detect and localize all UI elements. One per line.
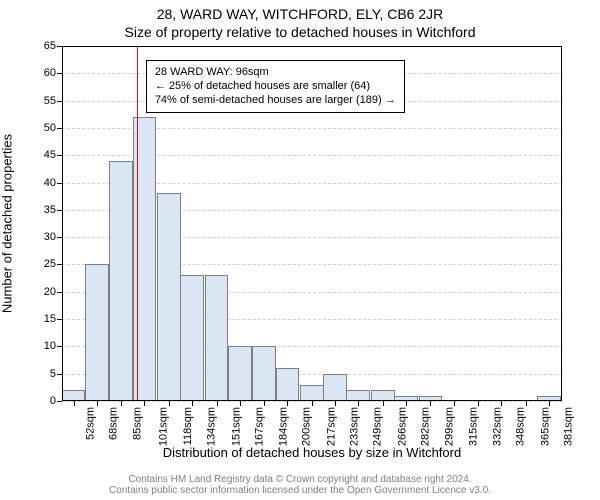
- footer-line-1: Contains HM Land Registry data © Crown c…: [0, 474, 600, 485]
- x-tick-label: 249sqm: [372, 407, 384, 446]
- x-tick-mark: [144, 401, 145, 406]
- x-axis-label: Distribution of detached houses by size …: [62, 445, 562, 460]
- x-tick-label: 299sqm: [444, 407, 456, 446]
- x-tick-label: 332sqm: [492, 407, 504, 446]
- y-tick-label: 55: [22, 95, 56, 107]
- x-tick-label: 381sqm: [563, 407, 575, 446]
- x-tick-label: 52sqm: [84, 407, 96, 440]
- plot-border: [62, 46, 562, 401]
- x-tick-mark: [526, 401, 527, 406]
- y-tick-label: 30: [22, 231, 56, 243]
- x-tick-mark: [287, 401, 288, 406]
- footer-line-2: Contains public sector information licen…: [0, 485, 600, 496]
- x-tick-label: 68sqm: [107, 407, 119, 440]
- x-tick-label: 348sqm: [515, 407, 527, 446]
- y-tick-label: 40: [22, 177, 56, 189]
- y-tick-label: 65: [22, 40, 56, 52]
- x-tick-label: 365sqm: [539, 407, 551, 446]
- y-tick-label: 5: [22, 368, 56, 380]
- plot-area: Number of detached properties Distributi…: [62, 46, 562, 401]
- y-tick-label: 45: [22, 149, 56, 161]
- address-title: 28, WARD WAY, WITCHFORD, ELY, CB6 2JR: [0, 6, 600, 22]
- subtitle: Size of property relative to detached ho…: [0, 24, 600, 40]
- x-tick-mark: [430, 401, 431, 406]
- x-tick-label: 118sqm: [182, 407, 194, 445]
- x-tick-mark: [169, 401, 170, 406]
- x-tick-mark: [454, 401, 455, 406]
- chart-figure: 28, WARD WAY, WITCHFORD, ELY, CB6 2JR Si…: [0, 0, 600, 500]
- x-tick-label: 282sqm: [419, 407, 431, 446]
- x-tick-mark: [501, 401, 502, 406]
- x-tick-label: 315sqm: [467, 407, 479, 446]
- x-tick-mark: [358, 401, 359, 406]
- x-tick-mark: [406, 401, 407, 406]
- x-tick-mark: [549, 401, 550, 406]
- x-tick-mark: [97, 401, 98, 406]
- x-tick-label: 217sqm: [326, 407, 338, 446]
- y-tick-label: 10: [22, 340, 56, 352]
- x-tick-mark: [74, 401, 75, 406]
- y-tick-label: 0: [22, 395, 56, 407]
- x-tick-mark: [264, 401, 265, 406]
- y-tick-label: 60: [22, 67, 56, 79]
- x-tick-label: 101sqm: [158, 407, 170, 446]
- y-tick-label: 20: [22, 286, 56, 298]
- x-tick-mark: [121, 401, 122, 406]
- y-tick-mark: [57, 401, 62, 402]
- x-tick-mark: [240, 401, 241, 406]
- y-tick-label: 15: [22, 313, 56, 325]
- x-tick-label: 151sqm: [230, 407, 242, 446]
- footer-attribution: Contains HM Land Registry data © Crown c…: [0, 474, 600, 496]
- x-tick-label: 233sqm: [349, 407, 361, 446]
- x-tick-mark: [192, 401, 193, 406]
- x-tick-mark: [478, 401, 479, 406]
- x-tick-mark: [335, 401, 336, 406]
- x-tick-mark: [312, 401, 313, 406]
- x-tick-label: 266sqm: [396, 407, 408, 446]
- x-tick-label: 134sqm: [206, 407, 218, 446]
- x-tick-mark: [383, 401, 384, 406]
- x-tick-label: 200sqm: [301, 407, 313, 446]
- x-tick-mark: [217, 401, 218, 406]
- x-tick-label: 184sqm: [278, 407, 290, 446]
- y-tick-label: 25: [22, 258, 56, 270]
- y-tick-label: 35: [22, 204, 56, 216]
- y-tick-label: 50: [22, 122, 56, 134]
- x-tick-label: 167sqm: [253, 407, 265, 446]
- x-tick-label: 85sqm: [132, 407, 144, 440]
